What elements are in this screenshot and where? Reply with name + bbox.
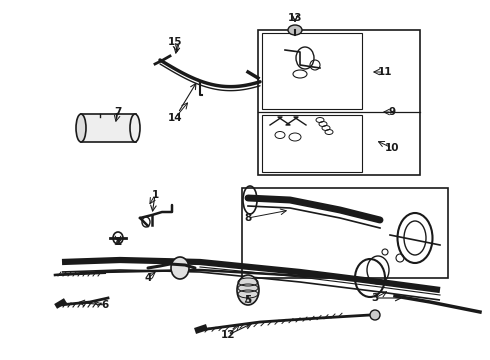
- Text: 6: 6: [101, 300, 109, 310]
- Text: 12: 12: [221, 330, 235, 340]
- Text: 9: 9: [389, 107, 395, 117]
- Bar: [242, 188, 448, 278]
- Text: 13: 13: [288, 13, 302, 23]
- Text: 10: 10: [385, 143, 399, 153]
- Text: 2: 2: [114, 237, 122, 247]
- Text: 15: 15: [168, 37, 182, 47]
- Text: 3: 3: [371, 293, 379, 303]
- Ellipse shape: [130, 114, 140, 142]
- Text: 5: 5: [245, 295, 252, 305]
- Ellipse shape: [76, 114, 86, 142]
- Text: 11: 11: [378, 67, 392, 77]
- Bar: [258, 30, 420, 175]
- Bar: [262, 33, 363, 109]
- Ellipse shape: [171, 257, 189, 279]
- Ellipse shape: [237, 275, 259, 305]
- Ellipse shape: [288, 25, 302, 35]
- Text: 4: 4: [145, 273, 152, 283]
- Text: 8: 8: [245, 213, 252, 223]
- Bar: [262, 115, 363, 172]
- Ellipse shape: [370, 310, 380, 320]
- Text: 7: 7: [114, 107, 122, 117]
- Text: 1: 1: [151, 190, 159, 200]
- Text: 14: 14: [168, 113, 182, 123]
- Bar: [81, 114, 136, 142]
